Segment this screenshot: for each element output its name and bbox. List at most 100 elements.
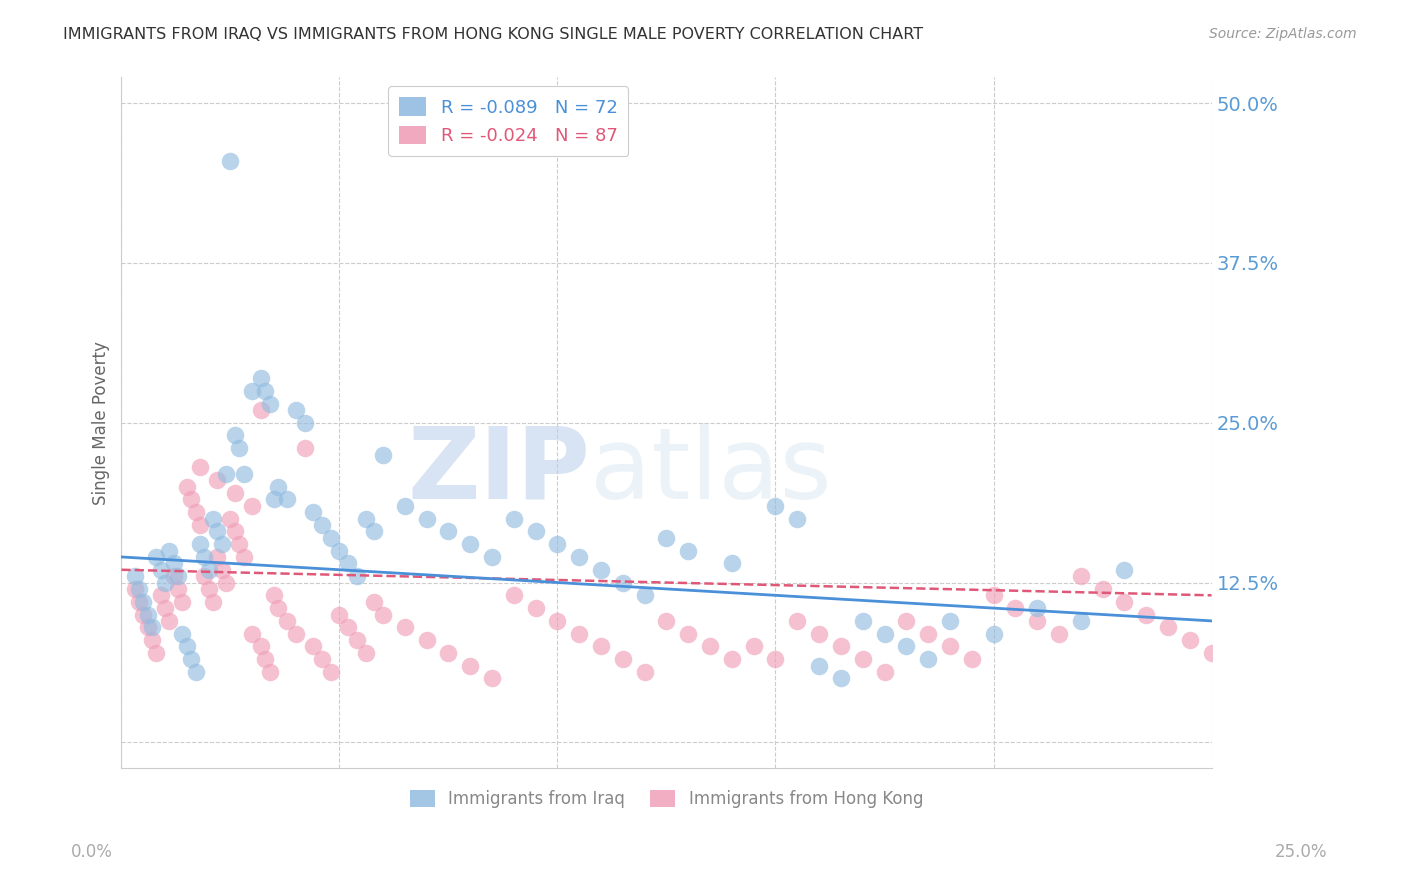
Point <box>502 511 524 525</box>
Point <box>502 588 524 602</box>
Point <box>678 626 700 640</box>
Point <box>346 633 368 648</box>
Point <box>172 626 194 640</box>
Point <box>224 428 246 442</box>
Point <box>346 569 368 583</box>
Point <box>153 575 176 590</box>
Point <box>267 601 290 615</box>
Point <box>193 569 215 583</box>
Point <box>830 640 852 654</box>
Point <box>276 492 298 507</box>
Point <box>284 403 307 417</box>
Point <box>371 607 394 622</box>
Point <box>830 672 852 686</box>
Point <box>363 524 385 539</box>
Point <box>302 640 325 654</box>
Point <box>1114 563 1136 577</box>
Point <box>211 563 233 577</box>
Point <box>481 672 503 686</box>
Point <box>193 549 215 564</box>
Point <box>873 665 896 679</box>
Point <box>311 518 333 533</box>
Point <box>263 588 285 602</box>
Point <box>437 646 460 660</box>
Point <box>207 524 229 539</box>
Point <box>224 486 246 500</box>
Point <box>458 537 481 551</box>
Point <box>250 403 273 417</box>
Point <box>259 396 281 410</box>
Legend: Immigrants from Iraq, Immigrants from Hong Kong: Immigrants from Iraq, Immigrants from Ho… <box>404 783 929 815</box>
Point <box>371 448 394 462</box>
Point <box>180 652 202 666</box>
Point <box>240 384 263 398</box>
Point <box>302 505 325 519</box>
Point <box>765 652 787 666</box>
Y-axis label: Single Male Poverty: Single Male Poverty <box>93 341 110 505</box>
Point <box>232 549 254 564</box>
Point <box>219 153 242 168</box>
Point <box>786 614 808 628</box>
Point <box>215 467 238 481</box>
Point <box>163 569 186 583</box>
Point <box>228 442 250 456</box>
Point <box>458 658 481 673</box>
Point <box>896 614 918 628</box>
Point <box>180 492 202 507</box>
Point <box>328 607 350 622</box>
Point <box>568 626 591 640</box>
Point <box>1157 620 1180 634</box>
Text: IMMIGRANTS FROM IRAQ VS IMMIGRANTS FROM HONG KONG SINGLE MALE POVERTY CORRELATIO: IMMIGRANTS FROM IRAQ VS IMMIGRANTS FROM … <box>63 27 924 42</box>
Point <box>591 640 613 654</box>
Point <box>250 371 273 385</box>
Point <box>1047 626 1070 640</box>
Point <box>167 569 190 583</box>
Text: Source: ZipAtlas.com: Source: ZipAtlas.com <box>1209 27 1357 41</box>
Point <box>207 549 229 564</box>
Point <box>141 620 163 634</box>
Point <box>983 588 1005 602</box>
Point <box>612 652 634 666</box>
Point <box>546 537 568 551</box>
Point <box>1178 633 1201 648</box>
Point <box>721 652 744 666</box>
Point <box>149 563 172 577</box>
Point <box>699 640 721 654</box>
Point <box>263 492 285 507</box>
Point <box>394 499 416 513</box>
Point <box>655 614 678 628</box>
Point <box>634 588 657 602</box>
Point <box>132 595 155 609</box>
Point <box>319 531 342 545</box>
Point <box>176 640 198 654</box>
Point <box>415 511 437 525</box>
Point <box>172 595 194 609</box>
Point <box>207 473 229 487</box>
Point <box>742 640 765 654</box>
Point <box>873 626 896 640</box>
Point <box>852 652 875 666</box>
Point <box>896 640 918 654</box>
Point <box>184 665 207 679</box>
Point <box>786 511 808 525</box>
Point <box>128 582 150 596</box>
Point <box>481 549 503 564</box>
Point <box>240 499 263 513</box>
Point <box>211 537 233 551</box>
Point <box>188 537 211 551</box>
Point <box>188 518 211 533</box>
Point <box>337 620 360 634</box>
Point <box>124 582 146 596</box>
Point <box>655 531 678 545</box>
Point <box>634 665 657 679</box>
Point <box>354 511 377 525</box>
Point <box>568 549 591 564</box>
Point <box>1070 614 1092 628</box>
Point <box>1070 569 1092 583</box>
Text: ZIP: ZIP <box>408 423 591 519</box>
Point <box>201 595 224 609</box>
Point <box>1135 607 1157 622</box>
Point <box>917 626 939 640</box>
Point <box>254 384 277 398</box>
Point <box>1004 601 1026 615</box>
